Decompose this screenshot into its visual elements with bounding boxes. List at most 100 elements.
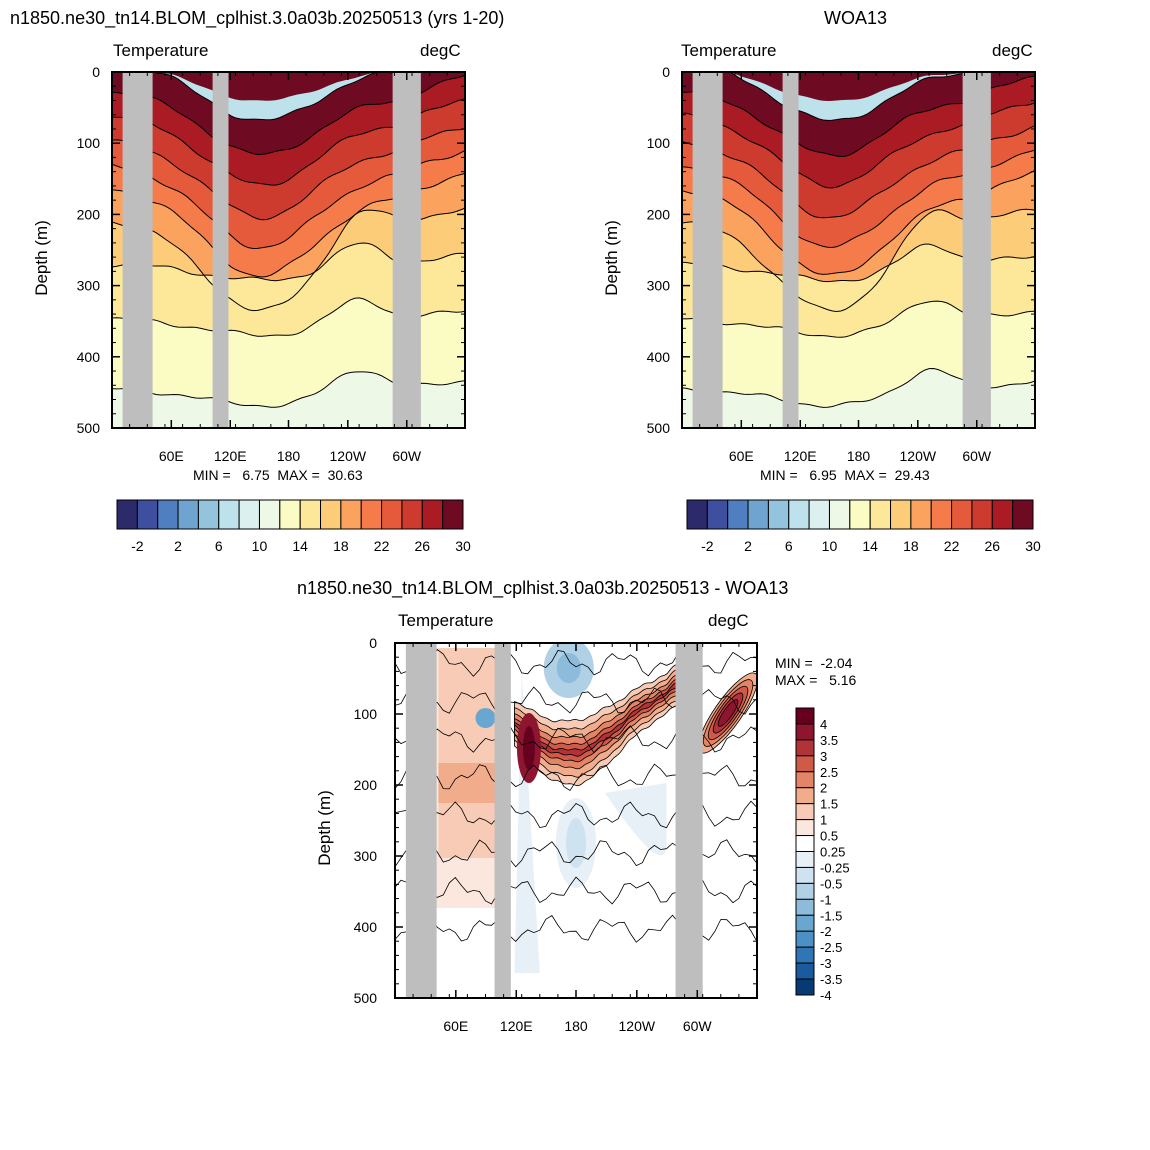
- colorbar-label: -4: [820, 988, 832, 1000]
- panel-model: n1850.ne30_tn14.BLOM_cplhist.3.0a03b.202…: [0, 0, 575, 560]
- colorbar-box: [971, 499, 993, 530]
- colorbar: -2 2 6 10 14 18 22 26 30: [686, 499, 1041, 554]
- y-tick-label: 400: [77, 349, 101, 365]
- variable-label: Temperature: [681, 41, 777, 60]
- contour-field: [682, 72, 1035, 428]
- y-tick-label: 200: [77, 206, 101, 222]
- colorbar-box: [795, 962, 815, 980]
- colorbar-box: [910, 499, 932, 530]
- plot-area: 0 100 200 300 400 500 60E 120E 180 120W 60W: [77, 64, 466, 464]
- x-tick-label: 60W: [962, 448, 992, 464]
- colorbar-label: -2: [820, 924, 832, 939]
- y-tick-label: 200: [647, 206, 671, 222]
- panel-title: n1850.ne30_tn14.BLOM_cplhist.3.0a03b.202…: [297, 578, 789, 598]
- x-tick-label: 60E: [729, 448, 754, 464]
- colorbar-box: [340, 499, 362, 530]
- y-tick-label: 500: [77, 420, 101, 436]
- colorbar-label: 6: [215, 538, 223, 554]
- colorbar-box: [706, 499, 729, 530]
- colorbar-box: [795, 930, 815, 948]
- warm-pool: [682, 72, 1035, 101]
- warm-anomaly: [438, 648, 497, 858]
- y-tick-label: 300: [647, 278, 671, 294]
- panel-difference: n1850.ne30_tn14.BLOM_cplhist.3.0a03b.202…: [0, 570, 1150, 1050]
- colorbar-label: -0.25: [820, 860, 850, 875]
- panel-observations: WOA13 Temperature degC Depth (m) 0 100 200…: [570, 0, 1145, 560]
- colorbar-label: 14: [292, 538, 308, 554]
- colorbar-box: [951, 499, 973, 530]
- colorbar-label: -2: [131, 538, 144, 554]
- colorbar-box: [795, 819, 815, 837]
- isotherm-band: [682, 125, 1035, 248]
- isotherm-band: [112, 72, 465, 155]
- units-label: degC: [992, 41, 1033, 60]
- y-tick-label: 0: [92, 64, 100, 80]
- colorbar-box: [279, 499, 301, 530]
- colorbar-label: -0.5: [820, 876, 842, 891]
- colorbar-label: -2.5: [820, 940, 842, 955]
- colorbar-label: 2: [744, 538, 752, 554]
- colorbar-box: [828, 499, 851, 530]
- colorbar-box: [747, 499, 769, 530]
- isotherm-band: [682, 76, 1035, 188]
- colorbar-box: [795, 851, 815, 868]
- colorbar-box: [686, 499, 708, 530]
- cold-anomaly: [604, 783, 667, 856]
- colorbar-label: 26: [985, 538, 1001, 554]
- variable-label: Temperature: [398, 611, 494, 630]
- colorbar-box: [991, 499, 1014, 530]
- colorbar-box: [258, 499, 281, 530]
- colorbar-box: [299, 499, 322, 530]
- y-tick-label: 100: [77, 135, 101, 151]
- colorbar-label: 0.25: [820, 845, 845, 860]
- isotherm-band: [112, 297, 465, 408]
- colorbar-label: 2: [174, 538, 182, 554]
- colorbar-box: [727, 499, 749, 530]
- colorbar-box: [116, 499, 138, 530]
- stats-min: MIN = -2.04: [775, 655, 853, 671]
- colorbar-label: 26: [415, 538, 431, 554]
- colorbar-label: 22: [944, 538, 960, 554]
- colorbar-box: [320, 499, 342, 530]
- plot-area: 0 100 200 300 400 500 60E 120E 180 120W 60W: [647, 64, 1036, 464]
- panel-title: WOA13: [824, 8, 888, 28]
- contour-field: [112, 72, 465, 428]
- colorbar-label: 18: [333, 538, 349, 554]
- isotherm-band: [682, 150, 1035, 275]
- x-tick-label: 60W: [683, 1018, 713, 1034]
- x-tick-label: 120W: [330, 448, 367, 464]
- colorbar-box: [218, 499, 240, 530]
- units-label: degC: [420, 41, 461, 60]
- x-tick-label: 60E: [159, 448, 184, 464]
- isotherm-band: [112, 173, 465, 311]
- panel-title: n1850.ne30_tn14.BLOM_cplhist.3.0a03b.202…: [10, 8, 505, 28]
- isotherm-band: [682, 368, 1035, 428]
- colorbar-box: [1012, 499, 1034, 530]
- x-tick-label: 60W: [392, 448, 422, 464]
- colorbar-label: 22: [374, 538, 390, 554]
- colorbar-box: [197, 499, 220, 530]
- colorbar-label: 0.5: [820, 829, 838, 844]
- stats-label: MIN = 6.95 MAX = 29.43: [760, 467, 930, 483]
- x-tick-label: 120W: [619, 1018, 656, 1034]
- y-tick-label: 300: [77, 278, 101, 294]
- colorbar-label: 4: [820, 717, 827, 732]
- land-mask: [405, 643, 437, 998]
- y-tick-label: 200: [354, 777, 378, 793]
- colorbar-box: [795, 803, 815, 821]
- colorbar-box: [401, 499, 423, 530]
- x-tick-label: 120E: [500, 1018, 533, 1034]
- colorbar-box: [795, 866, 815, 884]
- colorbar-box: [795, 723, 815, 741]
- colorbar-box: [157, 499, 179, 530]
- land-mask: [392, 72, 421, 428]
- y-tick-label: 100: [354, 706, 378, 722]
- colorbar-box: [238, 499, 260, 530]
- colorbar-box: [795, 914, 815, 932]
- x-tick-label: 120E: [214, 448, 247, 464]
- isotherm-band: [112, 208, 465, 311]
- land-mask: [675, 643, 703, 998]
- colorbar-label: 14: [862, 538, 878, 554]
- cold-anomaly: [475, 708, 496, 728]
- colorbar-box: [442, 499, 464, 530]
